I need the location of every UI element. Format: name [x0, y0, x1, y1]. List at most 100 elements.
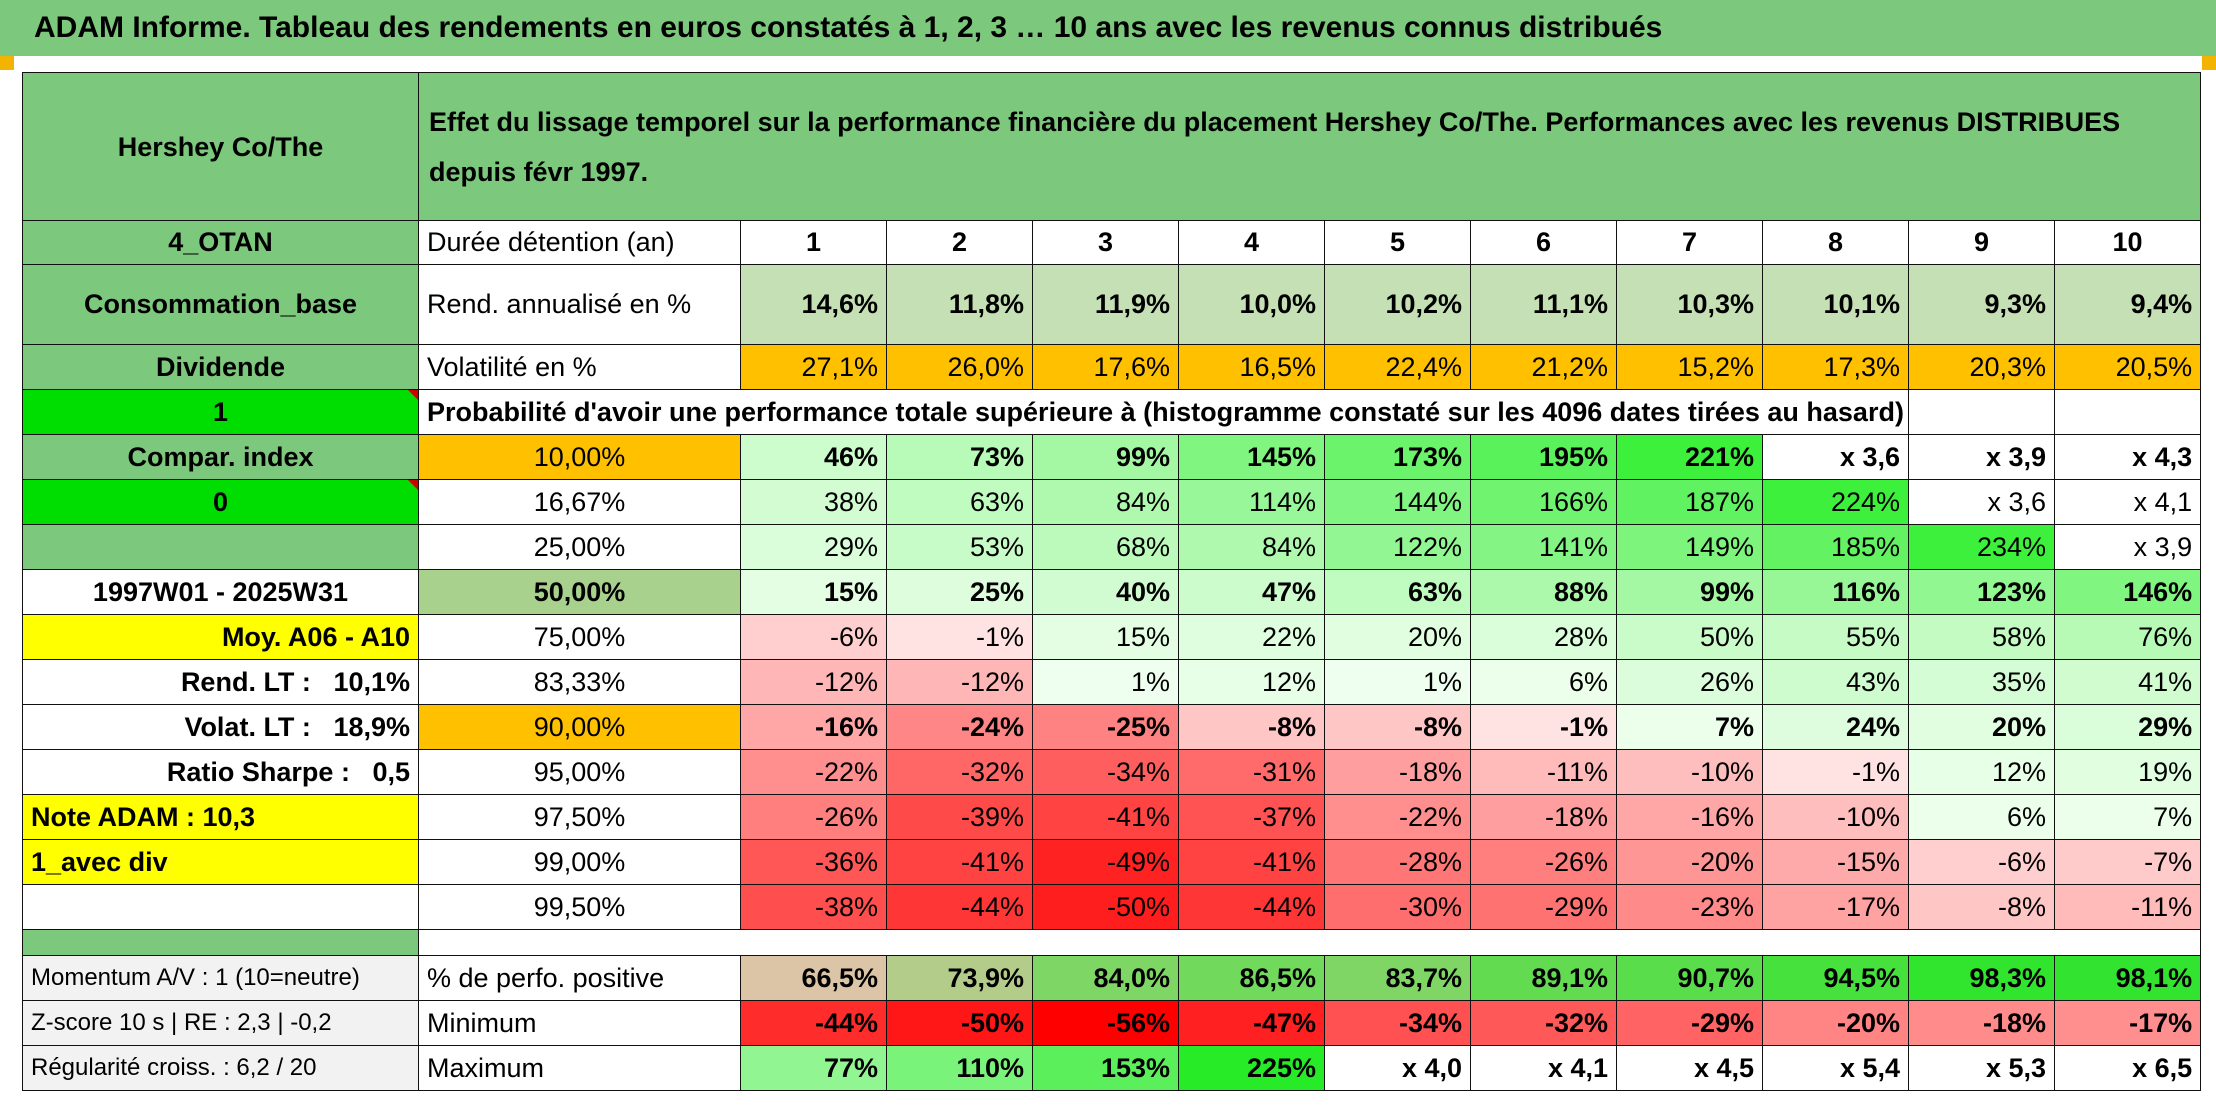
stats-cell: x 5,3	[1908, 1045, 2055, 1091]
performance-cell: 76%	[2053, 614, 2202, 660]
report-title: ADAM Informe. Tableau des rendements en …	[0, 0, 2216, 56]
year-header-5: 5	[1324, 220, 1471, 265]
performance-cell: 149%	[1616, 524, 1763, 570]
performance-cell: -34%	[1032, 749, 1179, 795]
performance-cell: 22%	[1178, 614, 1325, 660]
stats-label: % de perfo. positive	[418, 955, 741, 1001]
performance-cell: 50%	[1616, 614, 1763, 660]
performance-cell: 114%	[1178, 479, 1325, 525]
volatility-2: 26,0%	[886, 344, 1033, 390]
performance-cell: -38%	[740, 884, 887, 930]
volatility-3: 17,6%	[1032, 344, 1179, 390]
performance-cell: 1%	[1032, 659, 1179, 705]
performance-cell: -32%	[886, 749, 1033, 795]
performance-cell: x 3,9	[1908, 434, 2055, 480]
empty-cell	[2053, 389, 2202, 435]
probability-row: 99,50% -38% -44% -50% -44% -30% -29% -23% -17% -8…	[22, 884, 2202, 930]
performance-cell: -15%	[1762, 839, 1909, 885]
performance-cell: 12%	[1908, 749, 2055, 795]
average-label: Moy. A06 - A10	[22, 614, 419, 660]
performance-cell: -49%	[1032, 839, 1179, 885]
performance-cell: 6%	[1908, 794, 2055, 840]
probability-threshold: 16,67%	[418, 479, 741, 525]
annualized-return-1: 14,6%	[740, 264, 887, 345]
long-term-volatility: Volat. LT : 18,9%	[22, 704, 419, 750]
volatility-10: 20,5%	[2053, 344, 2202, 390]
stats-cell: 153%	[1032, 1045, 1179, 1091]
year-header-6: 6	[1470, 220, 1617, 265]
annualized-return-5: 10,2%	[1324, 264, 1471, 345]
annualized-return-2: 11,8%	[886, 264, 1033, 345]
spacer-cell	[22, 929, 419, 956]
sharpe-ratio: Ratio Sharpe : 0,5	[22, 749, 419, 795]
annualized-return-7: 10,3%	[1616, 264, 1763, 345]
year-header-10: 10	[2053, 220, 2202, 265]
stats-cell: -56%	[1032, 1000, 1179, 1046]
stats-cell: x 5,4	[1762, 1045, 1909, 1091]
stats-cell: 77%	[740, 1045, 887, 1091]
performance-cell: 53%	[886, 524, 1033, 570]
adam-note: Note ADAM : 10,3	[22, 794, 419, 840]
annualized-return-10: 9,4%	[2053, 264, 2202, 345]
performance-cell: 63%	[886, 479, 1033, 525]
corner-marker	[0, 56, 14, 70]
probability-threshold: 95,00%	[418, 749, 741, 795]
returns-table: Hershey Co/The Effet du lissage temporel…	[22, 72, 2202, 1091]
year-header-8: 8	[1762, 220, 1909, 265]
stats-cell: -32%	[1470, 1000, 1617, 1046]
performance-cell: -1%	[1762, 749, 1909, 795]
performance-cell: 55%	[1762, 614, 1909, 660]
performance-cell: -20%	[1616, 839, 1763, 885]
stats-cell: x 4,1	[1470, 1045, 1617, 1091]
row-label-duration: Durée détention (an)	[418, 220, 741, 265]
setting-value-1: 1	[22, 389, 419, 435]
long-term-return: Rend. LT : 10,1%	[22, 659, 419, 705]
performance-cell: 88%	[1470, 569, 1617, 615]
performance-cell: 6%	[1470, 659, 1617, 705]
empty-side-cell	[22, 884, 419, 930]
volatility-4: 16,5%	[1178, 344, 1325, 390]
stats-cell: 73,9%	[886, 955, 1033, 1001]
performance-cell: -41%	[886, 839, 1033, 885]
performance-cell: -18%	[1324, 749, 1471, 795]
performance-cell: -16%	[1616, 794, 1763, 840]
probability-row: 1997W01 - 2025W31 50,00% 15% 25% 40% 47% 63% 88…	[22, 569, 2202, 615]
stats-cell: 110%	[886, 1045, 1033, 1091]
performance-cell: -28%	[1324, 839, 1471, 885]
performance-cell: 20%	[1908, 704, 2055, 750]
annualized-return-9: 9,3%	[1908, 264, 2055, 345]
spacer-cell	[417, 929, 2202, 956]
performance-cell: 185%	[1762, 524, 1909, 570]
stats-cell: 83,7%	[1324, 955, 1471, 1001]
probability-row: 0 16,67% 38% 63% 84% 114% 144% 166% 187% 224% x 3,…	[22, 479, 2202, 525]
performance-cell: 7%	[1616, 704, 1763, 750]
performance-cell: -6%	[740, 614, 887, 660]
performance-cell: 224%	[1762, 479, 1909, 525]
probability-row: Ratio Sharpe : 0,5 95,00% -22% -32% -34% -31%…	[22, 749, 2202, 795]
performance-cell: -44%	[1178, 884, 1325, 930]
stats-row: Régularité croiss. : 6,2 / 20 Maximum 77% 1…	[22, 1045, 2202, 1091]
performance-cell: 99%	[1032, 434, 1179, 480]
stats-label: Maximum	[418, 1045, 741, 1091]
performance-cell: 38%	[740, 479, 887, 525]
year-header-1: 1	[740, 220, 887, 265]
performance-cell: 35%	[1908, 659, 2055, 705]
performance-cell: -6%	[1908, 839, 2055, 885]
performance-cell: 40%	[1032, 569, 1179, 615]
performance-cell: 15%	[1032, 614, 1179, 660]
stats-cell: x 4,0	[1324, 1045, 1471, 1091]
performance-cell: -1%	[1470, 704, 1617, 750]
performance-cell: 123%	[1908, 569, 2055, 615]
performance-cell: 116%	[1762, 569, 1909, 615]
probability-row: 25,00% 29% 53% 68% 84% 122% 141% 149% 185% 234% x …	[22, 524, 2202, 570]
volatility-1: 27,1%	[740, 344, 887, 390]
stats-cell: 98,3%	[1908, 955, 2055, 1001]
dividend-mode: 1_avec div	[22, 839, 419, 885]
performance-cell: 145%	[1178, 434, 1325, 480]
year-header-2: 2	[886, 220, 1033, 265]
performance-cell: 29%	[2053, 704, 2202, 750]
performance-cell: 84%	[1032, 479, 1179, 525]
stats-cell: -34%	[1324, 1000, 1471, 1046]
performance-cell: -26%	[1470, 839, 1617, 885]
performance-cell: -31%	[1178, 749, 1325, 795]
